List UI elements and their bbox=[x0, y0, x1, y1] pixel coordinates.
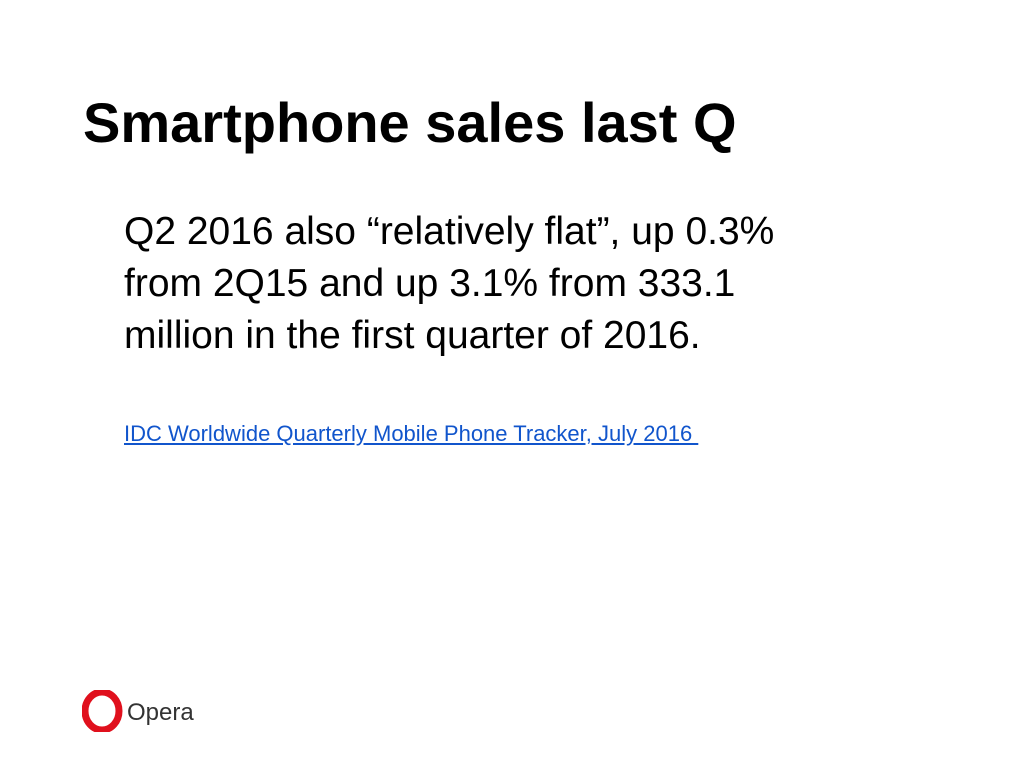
logo-text: Opera bbox=[127, 699, 194, 726]
body-line: Q2 2016 also “relatively flat”, up 0.3% bbox=[124, 210, 775, 253]
source-link[interactable]: IDC Worldwide Quarterly Mobile Phone Tra… bbox=[124, 421, 699, 446]
opera-logo-icon bbox=[82, 690, 123, 732]
body-line: million in the first quarter of 2016. bbox=[124, 314, 701, 357]
body-line: from 2Q15 and up 3.1% from 333.1 bbox=[124, 262, 736, 305]
slide-title: Smartphone sales last Q bbox=[83, 91, 737, 154]
